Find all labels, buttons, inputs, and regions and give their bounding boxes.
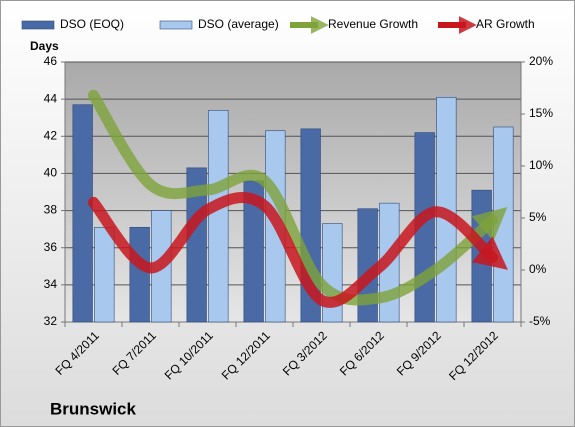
bar bbox=[72, 104, 93, 323]
legend-label: Revenue Growth bbox=[328, 17, 418, 31]
bar bbox=[129, 226, 150, 323]
bar bbox=[208, 109, 229, 323]
line bbox=[88, 89, 508, 306]
y2-tick-label: -5% bbox=[529, 314, 551, 328]
bar bbox=[493, 126, 514, 323]
legend-swatch bbox=[159, 20, 193, 30]
y2-tick-label: 20% bbox=[529, 54, 553, 68]
y-tick-label: 38 bbox=[44, 203, 58, 217]
y-tick-label: 42 bbox=[44, 128, 58, 142]
y2-tick-label: 10% bbox=[529, 158, 553, 172]
y-tick-label: 46 bbox=[44, 54, 58, 68]
y-tick-label: 32 bbox=[44, 314, 58, 328]
chart-title: Brunswick bbox=[50, 399, 137, 418]
legend-label: DSO (average) bbox=[198, 17, 279, 31]
line bbox=[88, 192, 508, 308]
y-tick-label: 34 bbox=[44, 277, 58, 291]
bar bbox=[94, 226, 115, 323]
y2-tick-label: 5% bbox=[529, 210, 547, 224]
y-tick-label: 36 bbox=[44, 240, 58, 254]
y-tick-label: 44 bbox=[44, 91, 58, 105]
legend-swatch bbox=[21, 20, 55, 30]
y-tick-label: 40 bbox=[44, 166, 58, 180]
bar bbox=[186, 167, 207, 323]
legend-label: DSO (EOQ) bbox=[60, 17, 124, 31]
y-axis-label: Days bbox=[30, 39, 59, 53]
y2-tick-label: 0% bbox=[529, 262, 547, 276]
legend-label: AR Growth bbox=[476, 17, 535, 31]
y2-tick-label: 15% bbox=[529, 106, 553, 120]
